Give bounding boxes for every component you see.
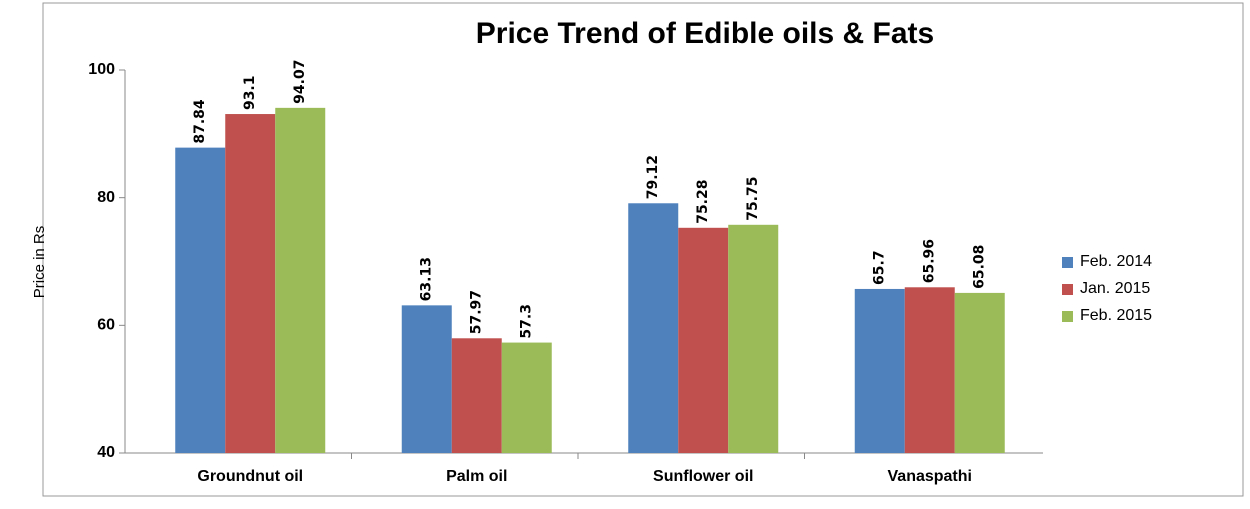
y-tick-label: 40: [97, 444, 115, 461]
value-label: 65.7: [872, 250, 888, 285]
value-label: 79.12: [645, 155, 661, 199]
x-tick-label: Sunflower oil: [653, 468, 753, 485]
x-tick-label: Groundnut oil: [197, 468, 303, 485]
bar: [275, 107, 326, 454]
legend-label: Jan. 2015: [1080, 280, 1150, 297]
value-label: 75.28: [695, 179, 711, 223]
y-tick-label: 60: [97, 317, 115, 334]
value-label: 93.1: [242, 75, 258, 110]
bar: [225, 114, 276, 454]
x-tick-label: Vanaspathi: [888, 468, 972, 485]
legend-swatch: [1062, 284, 1073, 295]
bar: [628, 203, 679, 453]
y-tick-label: 100: [88, 61, 115, 78]
legend-swatch: [1062, 311, 1073, 322]
y-axis-label: Price in Rs: [31, 226, 48, 299]
bar: [501, 342, 552, 453]
bar: [854, 288, 905, 453]
legend-swatch: [1062, 257, 1073, 268]
bar: [904, 287, 955, 453]
bar: [678, 227, 729, 453]
y-tick-label: 80: [97, 189, 115, 206]
bar: [728, 224, 779, 453]
bar: [451, 338, 502, 453]
value-label: 94.07: [292, 60, 308, 104]
value-label: 63.13: [419, 257, 435, 301]
value-label: 65.08: [972, 245, 988, 289]
chart-title: Price Trend of Edible oils & Fats: [476, 17, 934, 50]
value-label: 57.97: [469, 290, 485, 334]
legend-label: Feb. 2014: [1080, 253, 1152, 270]
bar: [175, 147, 226, 453]
value-label: 57.3: [519, 304, 535, 339]
chart-frame: [42, 2, 1244, 497]
value-label: 87.84: [192, 99, 208, 144]
value-label: 75.75: [745, 176, 761, 220]
value-label: 65.96: [922, 239, 938, 283]
x-tick-label: Palm oil: [446, 468, 507, 485]
bar: [954, 292, 1005, 453]
legend-label: Feb. 2015: [1080, 307, 1152, 324]
bar: [401, 305, 452, 453]
